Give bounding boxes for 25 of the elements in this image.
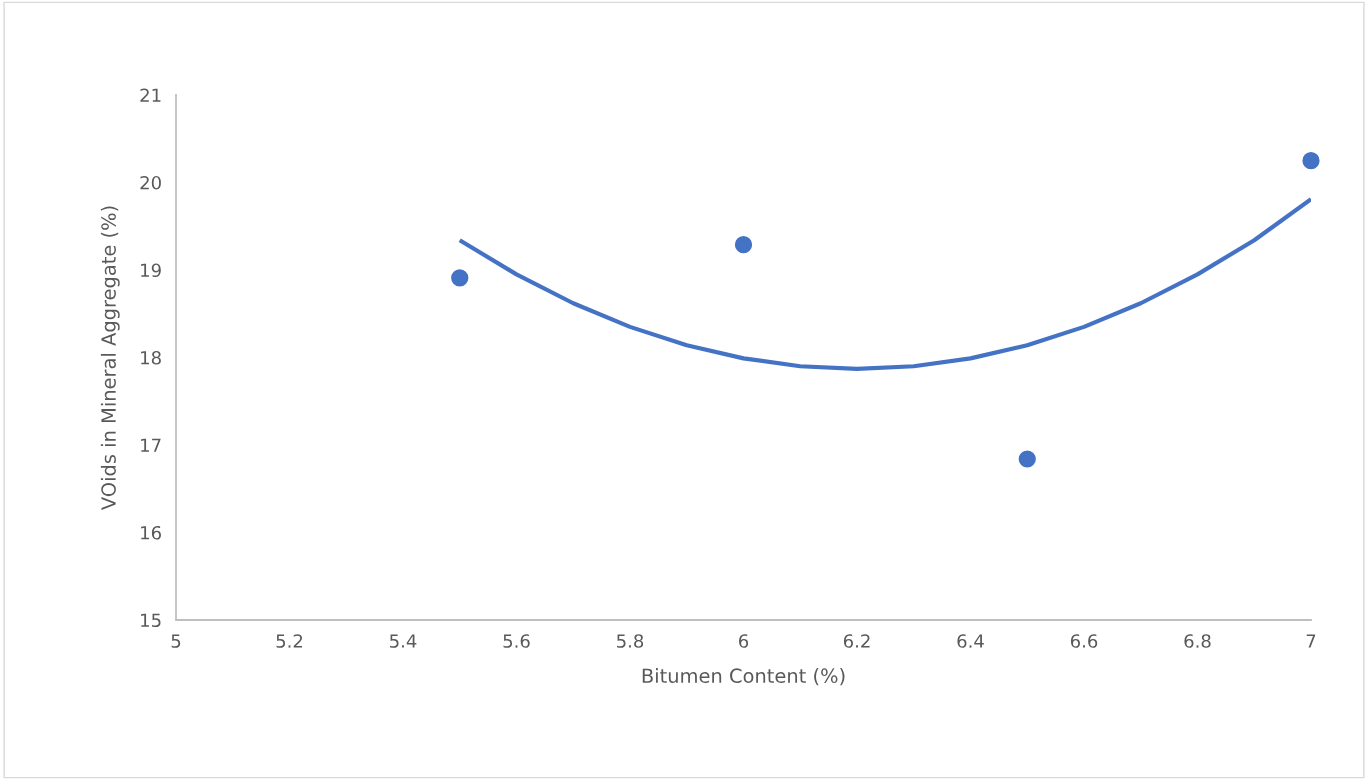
x-tick-label: 6 — [739, 634, 749, 648]
x-tick-label: 6.4 — [957, 634, 984, 648]
y-tick-label: 17 — [141, 438, 161, 452]
point — [1302, 152, 1320, 170]
y-tick-label: 19 — [141, 263, 161, 278]
y-tick-label: 20 — [140, 175, 161, 190]
x-tick-label: 5.6 — [503, 634, 530, 648]
y-axis-title: VOids in Mineral Aggregate (%) — [100, 206, 120, 511]
y-tick-label: 21 — [140, 88, 161, 102]
x-tick-label: 6.8 — [1184, 634, 1211, 648]
x-tick-label: 7 — [1306, 634, 1316, 648]
point — [1018, 450, 1036, 468]
point — [451, 269, 469, 287]
x-tick-label: 5.4 — [390, 634, 417, 648]
x-tick-label: 6.6 — [1070, 634, 1098, 648]
x-axis-title: Bitumen Content (%) — [642, 668, 845, 686]
x-tick-label: 5.2 — [276, 634, 303, 648]
x-tick-label: 5.8 — [617, 634, 644, 648]
line-series — [457, 197, 1311, 371]
x-tick-label: 6.2 — [843, 634, 870, 648]
y-tick-label: 16 — [141, 525, 161, 540]
x-tick-label: 5 — [171, 634, 181, 648]
y-tick-label: 18 — [141, 350, 161, 365]
point — [734, 236, 753, 254]
y-tick-label: 15 — [141, 613, 161, 628]
